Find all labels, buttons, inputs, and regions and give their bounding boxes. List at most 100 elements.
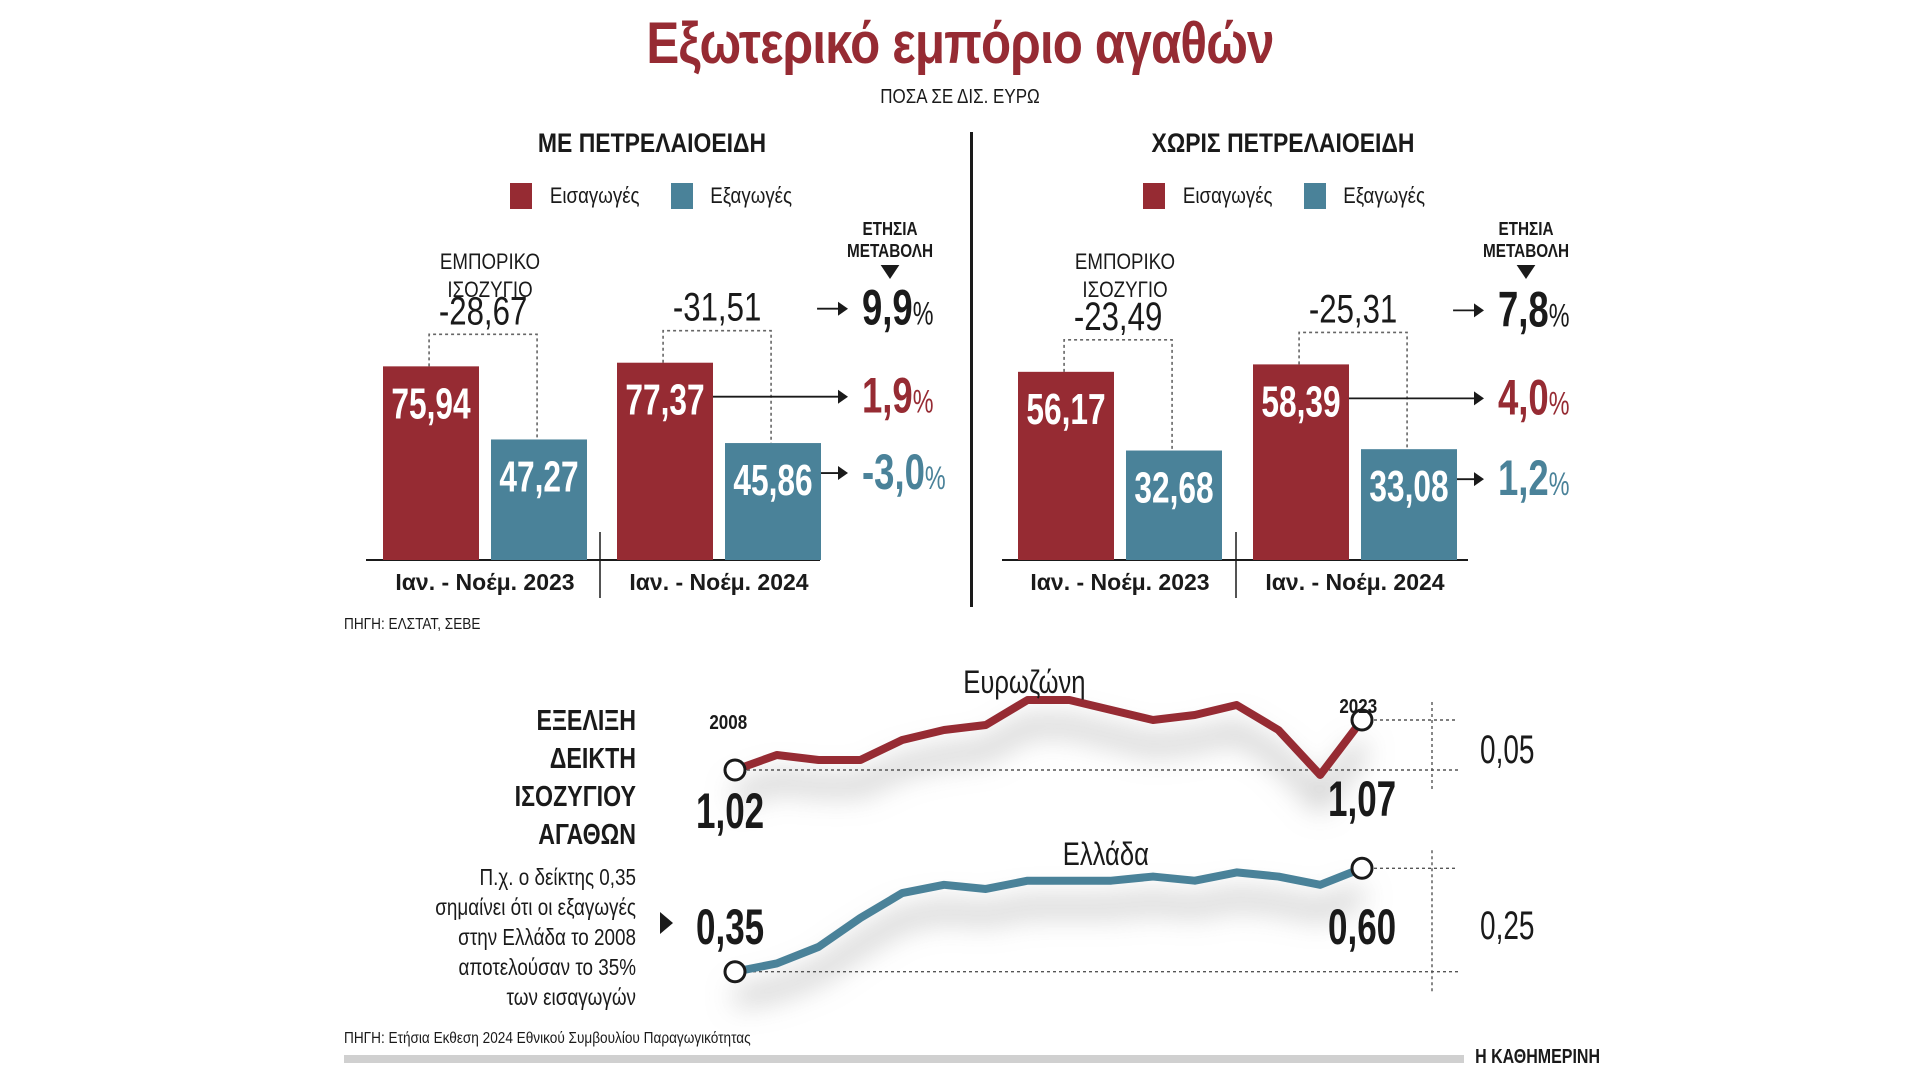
arrow-head-icon xyxy=(1474,303,1484,318)
annual-change-imports: 4,0% xyxy=(1498,370,1570,426)
bar-imports xyxy=(1018,371,1114,560)
balance-heading-line1: ΕΜΠΟΡΙΚΟ xyxy=(1074,249,1176,274)
category-label: Ιαν. - Νοέμ. 2024 xyxy=(1265,569,1444,595)
legend-label-exports: Εξαγωγές xyxy=(1343,183,1426,208)
percent-sign: % xyxy=(1549,298,1570,333)
index-note-line: σημαίνει ότι οι εξαγωγές xyxy=(435,894,636,920)
panel-title-without-oil: ΧΩΡΙΣ ΠΕΤΡΕΛΑΙΟΕΙΔΗ xyxy=(1151,128,1415,158)
annual-change-balance-number: 7,8 xyxy=(1498,282,1549,338)
bar-exports xyxy=(491,439,587,560)
balance-bracket xyxy=(1298,331,1408,450)
legend-label-imports: Εισαγωγές xyxy=(549,183,640,208)
annual-change-imports-number: 1,9 xyxy=(862,368,913,424)
legend-label-exports: Εξαγωγές xyxy=(710,183,793,208)
eurozone-end-value: 1,07 xyxy=(1328,771,1397,827)
index-note-line: στην Ελλάδα το 2008 xyxy=(458,924,636,950)
index-note: Π.χ. ο δείκτης 0,35 σημαίνει ότι οι εξαγ… xyxy=(385,862,636,1012)
end-point-marker xyxy=(1350,856,1374,880)
legend-without-oil: Εισαγωγές Εξαγωγές xyxy=(1143,182,1433,210)
balance-heading-line2: ΙΣΟΖΥΓΙΟ xyxy=(447,277,533,302)
source-top: ΠΗΓΗ: ΕΛΣΤΑΤ, ΣΕΒΕ xyxy=(344,616,481,633)
annual-change-exports: 1,2% xyxy=(1498,451,1570,507)
balance-heading-with-oil: ΕΜΠΟΡΙΚΟ ΙΣΟΖΥΓΙΟ xyxy=(422,248,558,304)
index-note-line: των εισαγωγών xyxy=(506,984,636,1010)
percent-sign: % xyxy=(925,461,946,496)
greece-change-value: 0,25 xyxy=(1480,904,1535,948)
annual-change-exports: -3,0% xyxy=(862,445,946,501)
bar-imports xyxy=(1253,364,1349,560)
index-heading-line: ΙΣΟΖΥΓΙΟΥ xyxy=(514,781,636,813)
index-heading: ΕΞΕΛΙΞΗ ΔΕΙΚΤΗ ΙΣΟΖΥΓΙΟΥ ΑΓΑΘΩΝ xyxy=(479,702,636,854)
annual-change-exports-number: -3,0 xyxy=(862,445,925,501)
bar-exports xyxy=(1361,449,1457,560)
infographic-title: Εξωτερικό εμπόριο αγαθών xyxy=(646,11,1274,76)
legend-swatch-imports xyxy=(510,183,532,209)
annual-change-balance: 7,8% xyxy=(1498,282,1570,338)
bar-value-imports: 75,94 xyxy=(391,379,471,428)
legend-swatch-exports xyxy=(671,183,694,209)
down-triangle-icon xyxy=(880,265,900,279)
index-note-line: Π.χ. ο δείκτης 0,35 xyxy=(479,864,636,890)
start-year-label: 2008 xyxy=(709,712,748,734)
eurozone-change-value: 0,05 xyxy=(1480,728,1535,772)
annual-change-imports-number: 4,0 xyxy=(1498,370,1549,426)
balance-bracket xyxy=(662,329,772,444)
line-shadow xyxy=(733,886,1365,1006)
trade-balance-label: -23,49 xyxy=(1074,294,1162,339)
bar-value-imports: 58,39 xyxy=(1261,377,1340,426)
category-label: Ιαν. - Νοέμ. 2023 xyxy=(1030,569,1209,595)
bar-value-exports: 45,86 xyxy=(733,456,812,505)
arrow-head-icon xyxy=(838,301,848,316)
series-name-eurozone: Ευρωζώνη xyxy=(963,664,1086,700)
series-line-greece xyxy=(734,864,1364,976)
panel-title-with-oil: ΜΕ ΠΕΤΡΕΛΑΙΟΕΙΔΗ xyxy=(537,128,767,158)
units-subtitle: ΠΟΣΑ ΣΕ ΔΙΣ. ΕΥΡΩ xyxy=(880,86,1040,108)
trade-balance-label: -28,67 xyxy=(439,289,527,334)
start-point-marker xyxy=(723,960,747,984)
index-heading-line: ΑΓΑΘΩΝ xyxy=(538,819,636,851)
category-label: Ιαν. - Νοέμ. 2024 xyxy=(629,569,808,595)
greece-start-value: 0,35 xyxy=(696,899,765,955)
legend-label-imports: Εισαγωγές xyxy=(1182,183,1273,208)
annual-change-balance: 9,9% xyxy=(862,280,934,336)
balance-heading-line2: ΙΣΟΖΥΓΙΟ xyxy=(1082,277,1168,302)
end-point-marker xyxy=(1350,708,1374,732)
bar-exports xyxy=(1126,450,1222,560)
annual-change-line1: ΕΤΗΣΙΑ xyxy=(1498,219,1554,239)
trade-balance-label: -31,51 xyxy=(673,285,761,330)
down-triangle-icon xyxy=(1516,265,1536,279)
footer-bar xyxy=(344,1055,1464,1063)
arrow-head-icon xyxy=(838,389,848,404)
source-bottom: ΠΗΓΗ: Ετήσια Εκθεση 2024 Εθνικού Συμβουλ… xyxy=(344,1030,751,1047)
annual-change-balance-number: 9,9 xyxy=(862,280,913,336)
end-year-label: 2023 xyxy=(1339,696,1378,718)
bar-value-imports: 56,17 xyxy=(1026,385,1105,434)
panel-divider xyxy=(970,132,973,607)
balance-heading-without-oil: ΕΜΠΟΡΙΚΟ ΙΣΟΖΥΓΙΟ xyxy=(1057,248,1193,304)
series-name-greece: Ελλάδα xyxy=(1062,836,1149,872)
bar-imports xyxy=(383,366,479,560)
arrow-head-icon xyxy=(1474,391,1484,406)
arrow-head-icon xyxy=(838,466,848,481)
bar-value-imports: 77,37 xyxy=(625,376,704,425)
annual-change-line2: ΜΕΤΑΒΟΛΗ xyxy=(846,241,934,261)
balance-bracket xyxy=(1063,339,1173,451)
bar-imports xyxy=(617,362,713,560)
legend-swatch-exports xyxy=(1304,183,1327,209)
annual-change-heading-without-oil: ΕΤΗΣΙΑ ΜΕΤΑΒΟΛΗ xyxy=(1475,218,1577,279)
balance-heading-line1: ΕΜΠΟΡΙΚΟ xyxy=(439,249,541,274)
percent-sign: % xyxy=(913,296,934,331)
annual-change-line1: ΕΤΗΣΙΑ xyxy=(862,219,918,239)
category-label: Ιαν. - Νοέμ. 2023 xyxy=(395,569,574,595)
annual-change-line2: ΜΕΤΑΒΟΛΗ xyxy=(1482,241,1570,261)
line-shadow xyxy=(732,718,1369,814)
index-note-line: αποτελούσαν το 35% xyxy=(458,954,636,980)
balance-bracket xyxy=(428,333,538,440)
percent-sign: % xyxy=(1549,386,1570,421)
index-heading-line: ΕΞΕΛΙΞΗ xyxy=(536,705,636,737)
trade-balance-label: -25,31 xyxy=(1309,287,1397,332)
percent-sign: % xyxy=(1549,467,1570,502)
